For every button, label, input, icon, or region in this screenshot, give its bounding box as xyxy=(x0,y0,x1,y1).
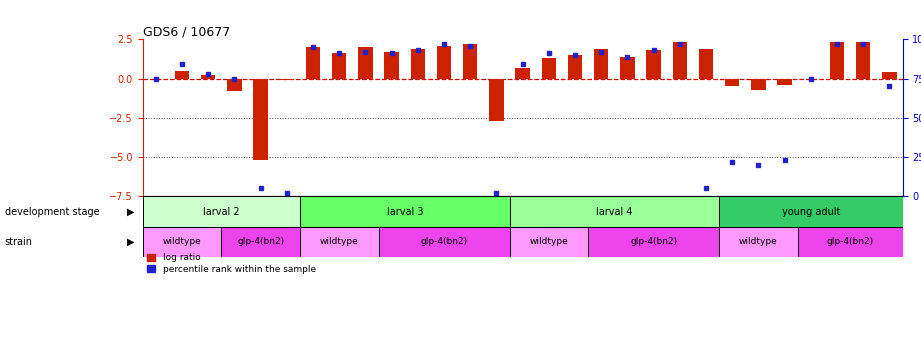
Bar xyxy=(777,79,792,85)
Bar xyxy=(384,52,399,79)
Bar xyxy=(699,49,713,79)
Bar xyxy=(332,54,346,79)
Text: larval 3: larval 3 xyxy=(387,206,423,217)
Text: wildtype: wildtype xyxy=(163,237,202,246)
Bar xyxy=(589,227,719,257)
Text: glp-4(bn2): glp-4(bn2) xyxy=(421,237,468,246)
Bar xyxy=(437,46,451,79)
Bar xyxy=(594,49,609,79)
Bar xyxy=(300,196,509,227)
Bar xyxy=(358,47,373,79)
Bar xyxy=(300,227,379,257)
Bar xyxy=(719,196,903,227)
Bar xyxy=(620,56,635,79)
Text: larval 4: larval 4 xyxy=(596,206,633,217)
Text: glp-4(bn2): glp-4(bn2) xyxy=(237,237,285,246)
Text: glp-4(bn2): glp-4(bn2) xyxy=(630,237,677,246)
Bar xyxy=(725,79,740,86)
Bar xyxy=(227,79,241,91)
Text: ▶: ▶ xyxy=(127,237,134,247)
Bar xyxy=(221,227,300,257)
Text: glp-4(bn2): glp-4(bn2) xyxy=(827,237,874,246)
Bar xyxy=(516,67,530,79)
Bar xyxy=(306,47,321,79)
Bar xyxy=(882,72,897,79)
Bar xyxy=(379,227,509,257)
Bar xyxy=(463,44,477,79)
Bar xyxy=(857,42,870,79)
Bar xyxy=(647,50,661,79)
Bar xyxy=(489,79,504,121)
Text: strain: strain xyxy=(5,237,32,247)
Text: development stage: development stage xyxy=(5,206,99,217)
Text: larval 2: larval 2 xyxy=(203,206,239,217)
Bar xyxy=(253,79,268,160)
Bar xyxy=(672,42,687,79)
Legend: log ratio, percentile rank within the sample: log ratio, percentile rank within the sa… xyxy=(147,253,316,274)
Bar xyxy=(542,58,556,79)
Bar xyxy=(830,42,845,79)
Bar xyxy=(143,227,221,257)
Bar xyxy=(719,227,798,257)
Bar xyxy=(411,49,426,79)
Bar xyxy=(568,55,582,79)
Text: young adult: young adult xyxy=(782,206,840,217)
Text: wildtype: wildtype xyxy=(739,237,778,246)
Bar xyxy=(175,71,189,79)
Bar xyxy=(201,75,216,79)
Text: wildtype: wildtype xyxy=(320,237,358,246)
Bar xyxy=(509,196,719,227)
Bar xyxy=(509,227,589,257)
Bar xyxy=(798,227,903,257)
Bar xyxy=(280,79,294,80)
Bar xyxy=(752,79,765,90)
Bar xyxy=(143,196,300,227)
Text: wildtype: wildtype xyxy=(530,237,568,246)
Text: ▶: ▶ xyxy=(127,206,134,217)
Text: GDS6 / 10677: GDS6 / 10677 xyxy=(143,25,230,38)
